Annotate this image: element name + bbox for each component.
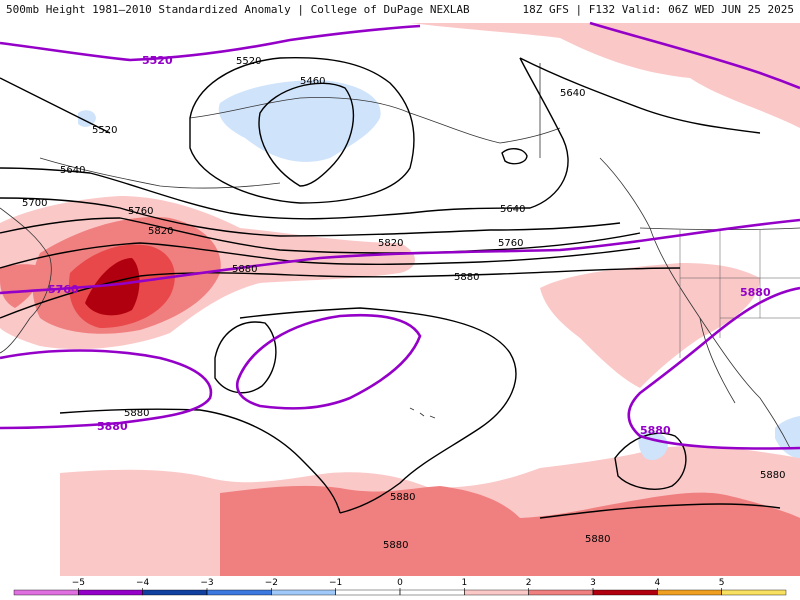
- colorbar-segment: [78, 589, 143, 596]
- climo-5760: [0, 218, 800, 295]
- anomaly-neg-1-05-dot: [78, 110, 96, 127]
- colorbar-ticks: −5 −4 −3 −2 −1 0 1 2 3 4 5: [72, 578, 725, 595]
- height-label: 5820: [378, 238, 403, 249]
- climo-5520: [0, 24, 421, 62]
- colorbar: −5 −4 −3 −2 −1 0 1 2 3 4 5: [13, 578, 787, 596]
- anomaly-fills: [0, 23, 800, 576]
- height-label: 5820: [148, 226, 173, 237]
- contour-5460: [258, 82, 355, 187]
- colorbar-segment: [657, 589, 722, 596]
- colorbar-segment: [142, 589, 208, 596]
- climo-label: 5880: [640, 424, 671, 437]
- colorbar-tick-label: 1: [461, 578, 467, 588]
- climo-label: 5880: [97, 420, 128, 433]
- height-label: 5700: [22, 198, 47, 209]
- colorbar-segment: [206, 589, 272, 596]
- climo-5520-east: [589, 21, 800, 90]
- contour-5640-north: [519, 57, 761, 134]
- height-label: 5520: [236, 56, 261, 67]
- colorbar-tick-label: −3: [200, 578, 213, 588]
- anomaly-pos-2-3-south: [220, 485, 800, 576]
- climo-label: 5760: [48, 283, 79, 296]
- climo-contours: [0, 21, 800, 450]
- height-label: 5760: [128, 206, 153, 217]
- colorbar-tick-label: −4: [136, 578, 150, 588]
- contour-5880-cutoff: [239, 307, 517, 514]
- colorbar-segment: [721, 589, 787, 596]
- anomaly-neg-1-05-aleutian: [218, 80, 381, 162]
- contour-5820: [0, 242, 641, 269]
- colorbar-tick-label: 0: [397, 578, 403, 588]
- anomaly-neg-1-05-east-edge: [775, 416, 800, 458]
- contour-5880-south-west: [59, 408, 341, 514]
- colorbar-tick-label: 3: [590, 578, 596, 588]
- anomaly-pos-1-2-central: [540, 263, 760, 388]
- alaska-coast: [189, 97, 561, 144]
- climo-5880-west: [0, 349, 213, 430]
- climo-label: 5520: [142, 54, 173, 67]
- colorbar-tick-label: −5: [72, 578, 85, 588]
- height-label: 5880: [390, 492, 415, 503]
- contour-5640-west: [0, 57, 569, 220]
- contour-5700: [0, 197, 621, 237]
- contour-5880-southeast: [539, 503, 781, 519]
- west-coast: [599, 157, 791, 449]
- climo-5880-east: [627, 286, 800, 450]
- colorbar-segment: [13, 589, 79, 596]
- climo-label-layer: 5520 5760 5880 5880 5880: [48, 54, 771, 437]
- contour-5520-north: [189, 56, 415, 204]
- height-label: 5880: [760, 470, 785, 481]
- us-state-lines: [679, 230, 800, 358]
- height-label: 5760: [498, 238, 523, 249]
- anomaly-map: 5460 5520 5520 5640 5640 5640 5700 5760 …: [0, 21, 800, 576]
- colorbar-segment: [399, 589, 465, 596]
- height-label: 5640: [500, 204, 525, 215]
- height-label: 5880: [454, 272, 479, 283]
- colorbar-tick-label: −2: [265, 578, 278, 588]
- contour-5880-closed-small: [501, 148, 528, 165]
- colorbar-segment: [271, 589, 336, 596]
- aleutian-chain: [39, 157, 281, 189]
- contour-5760: [0, 217, 641, 254]
- height-label: 5880: [383, 540, 408, 551]
- height-label: 5520: [92, 125, 117, 136]
- contour-5880-loop: [214, 321, 277, 394]
- hawaii-islands: [409, 407, 436, 419]
- colorbar-tick-label: 4: [654, 578, 660, 588]
- colorbar-tick-label: 2: [526, 578, 532, 588]
- colorbar-segment: [464, 589, 529, 596]
- height-label: 5460: [300, 76, 325, 87]
- climo-5880-loop: [235, 313, 422, 410]
- height-label: 5880: [585, 534, 610, 545]
- height-label: 5640: [560, 88, 585, 99]
- colorbar-segments: [13, 589, 787, 596]
- colorbar-segment: [528, 589, 594, 596]
- anomaly-pos-2-3-westedge: [0, 264, 45, 308]
- anomaly-pos-1-2-top: [410, 23, 800, 128]
- baja-coast: [699, 317, 736, 404]
- contour-5520-west: [0, 77, 111, 134]
- model-run-info: 18Z GFS | F132 Valid: 06Z WED JUN 25 202…: [522, 3, 794, 16]
- asia-coast: [0, 207, 52, 354]
- colorbar-tick-label: −1: [329, 578, 342, 588]
- height-label-layer: 5460 5520 5520 5640 5640 5640 5700 5760 …: [22, 56, 785, 551]
- height-label: 5640: [60, 165, 85, 176]
- colorbar-tick-label: 5: [719, 578, 725, 588]
- height-label: 5880: [232, 264, 257, 275]
- anomaly-pos-4-5-westpac: [85, 258, 140, 316]
- height-label: 5880: [124, 408, 149, 419]
- colorbar-segment: [592, 589, 658, 596]
- map-title: 500mb Height 1981–2010 Standardized Anom…: [6, 3, 470, 16]
- map-header: 500mb Height 1981–2010 Standardized Anom…: [0, 0, 800, 18]
- climo-label: 5880: [740, 286, 771, 299]
- colorbar-segment: [335, 589, 401, 596]
